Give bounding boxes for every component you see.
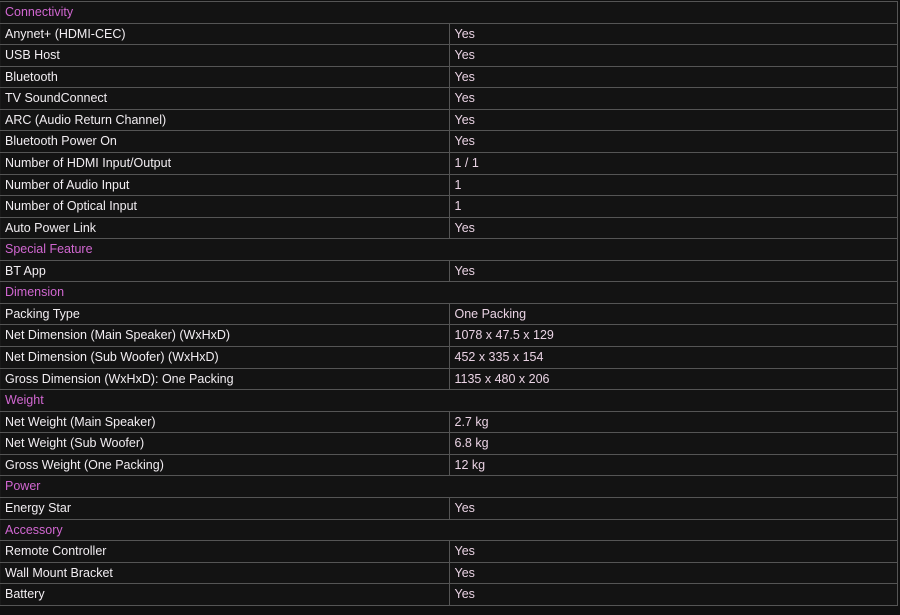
- spec-row-optical-input: Number of Optical Input 1: [0, 195, 898, 218]
- spec-row-bt-app: BT App Yes: [0, 259, 898, 283]
- spec-label: Bluetooth Power On: [0, 130, 450, 153]
- spec-value: Yes: [448, 583, 898, 606]
- section-title: Dimension: [0, 281, 898, 304]
- spec-label: Number of Audio Input: [0, 173, 450, 197]
- spec-label: Battery: [0, 583, 450, 606]
- spec-label: TV SoundConnect: [0, 87, 450, 110]
- spec-label: BT App: [0, 259, 450, 283]
- spec-row-hdmi-io: Number of HDMI Input/Output 1 / 1: [0, 151, 898, 175]
- spec-value: One Packing: [448, 302, 898, 326]
- spec-row-gross-dimension: Gross Dimension (WxHxD): One Packing 113…: [0, 367, 898, 391]
- section-row-dimension: Dimension: [0, 281, 898, 304]
- spec-value: Yes: [448, 540, 898, 563]
- section-row-accessory: Accessory: [0, 518, 898, 542]
- spec-label: Wall Mount Bracket: [0, 561, 450, 585]
- spec-value: 1078 x 47.5 x 129: [448, 324, 898, 347]
- spec-row-net-dimension-sub: Net Dimension (Sub Woofer) (WxHxD) 452 x…: [0, 346, 898, 369]
- spec-value: 1: [448, 173, 898, 197]
- spec-row-arc: ARC (Audio Return Channel) Yes: [0, 108, 898, 132]
- spec-value: Yes: [448, 44, 898, 67]
- spec-row-net-weight-main: Net Weight (Main Speaker) 2.7 kg: [0, 410, 898, 434]
- section-row-special-feature: Special Feature: [0, 238, 898, 261]
- spec-label: Net Weight (Sub Woofer): [0, 432, 450, 455]
- spec-value: 452 x 335 x 154: [448, 346, 898, 369]
- spec-label: Number of Optical Input: [0, 195, 450, 218]
- section-row-weight: Weight: [0, 389, 898, 412]
- section-title: Power: [0, 475, 898, 498]
- spec-label: Bluetooth: [0, 65, 450, 89]
- spec-value: Yes: [448, 108, 898, 132]
- spec-row-net-dimension-main: Net Dimension (Main Speaker) (WxHxD) 107…: [0, 324, 898, 347]
- spec-row-remote-controller: Remote Controller Yes: [0, 540, 898, 563]
- spec-row-auto-power-link: Auto Power Link Yes: [0, 216, 898, 240]
- spec-row-energy-star: Energy Star Yes: [0, 496, 898, 520]
- section-row-connectivity: Connectivity: [0, 1, 898, 24]
- spec-label: Auto Power Link: [0, 216, 450, 240]
- section-title: Weight: [0, 389, 898, 412]
- spec-row-usb-host: USB Host Yes: [0, 44, 898, 67]
- spec-row-packing-type: Packing Type One Packing: [0, 302, 898, 326]
- spec-label: Anynet+ (HDMI-CEC): [0, 22, 450, 46]
- spec-label: Gross Weight (One Packing): [0, 453, 450, 477]
- spec-label: Number of HDMI Input/Output: [0, 151, 450, 175]
- spec-value: 1135 x 480 x 206: [448, 367, 898, 391]
- spec-value: 2.7 kg: [448, 410, 898, 434]
- spec-value: Yes: [448, 65, 898, 89]
- spec-row-wall-mount-bracket: Wall Mount Bracket Yes: [0, 561, 898, 585]
- spec-label: Net Dimension (Sub Woofer) (WxHxD): [0, 346, 450, 369]
- section-title: Special Feature: [0, 238, 898, 261]
- spec-row-audio-input: Number of Audio Input 1: [0, 173, 898, 197]
- spec-label: Packing Type: [0, 302, 450, 326]
- spec-value: Yes: [448, 496, 898, 520]
- spec-row-bluetooth: Bluetooth Yes: [0, 65, 898, 89]
- spec-label: Energy Star: [0, 496, 450, 520]
- spec-value: Yes: [448, 259, 898, 283]
- spec-row-bluetooth-power-on: Bluetooth Power On Yes: [0, 130, 898, 153]
- spec-value: 1: [448, 195, 898, 218]
- spec-label: Remote Controller: [0, 540, 450, 563]
- spec-value: Yes: [448, 130, 898, 153]
- spec-label: Net Weight (Main Speaker): [0, 410, 450, 434]
- spec-label: Net Dimension (Main Speaker) (WxHxD): [0, 324, 450, 347]
- spec-label: USB Host: [0, 44, 450, 67]
- spec-row-gross-weight: Gross Weight (One Packing) 12 kg: [0, 453, 898, 477]
- spec-row-net-weight-sub: Net Weight (Sub Woofer) 6.8 kg: [0, 432, 898, 455]
- spec-value: Yes: [448, 87, 898, 110]
- spec-value: 1 / 1: [448, 151, 898, 175]
- spec-value: Yes: [448, 22, 898, 46]
- spec-row-battery: Battery Yes: [0, 583, 898, 606]
- spec-label: ARC (Audio Return Channel): [0, 108, 450, 132]
- spec-value: 12 kg: [448, 453, 898, 477]
- section-title: Connectivity: [0, 1, 898, 24]
- section-title: Accessory: [0, 518, 898, 542]
- spec-value: Yes: [448, 561, 898, 585]
- spec-row-tv-soundconnect: TV SoundConnect Yes: [0, 87, 898, 110]
- section-row-power: Power: [0, 475, 898, 498]
- spec-value: 6.8 kg: [448, 432, 898, 455]
- spec-row-anynet: Anynet+ (HDMI-CEC) Yes: [0, 22, 898, 46]
- spec-value: Yes: [448, 216, 898, 240]
- spec-label: Gross Dimension (WxHxD): One Packing: [0, 367, 450, 391]
